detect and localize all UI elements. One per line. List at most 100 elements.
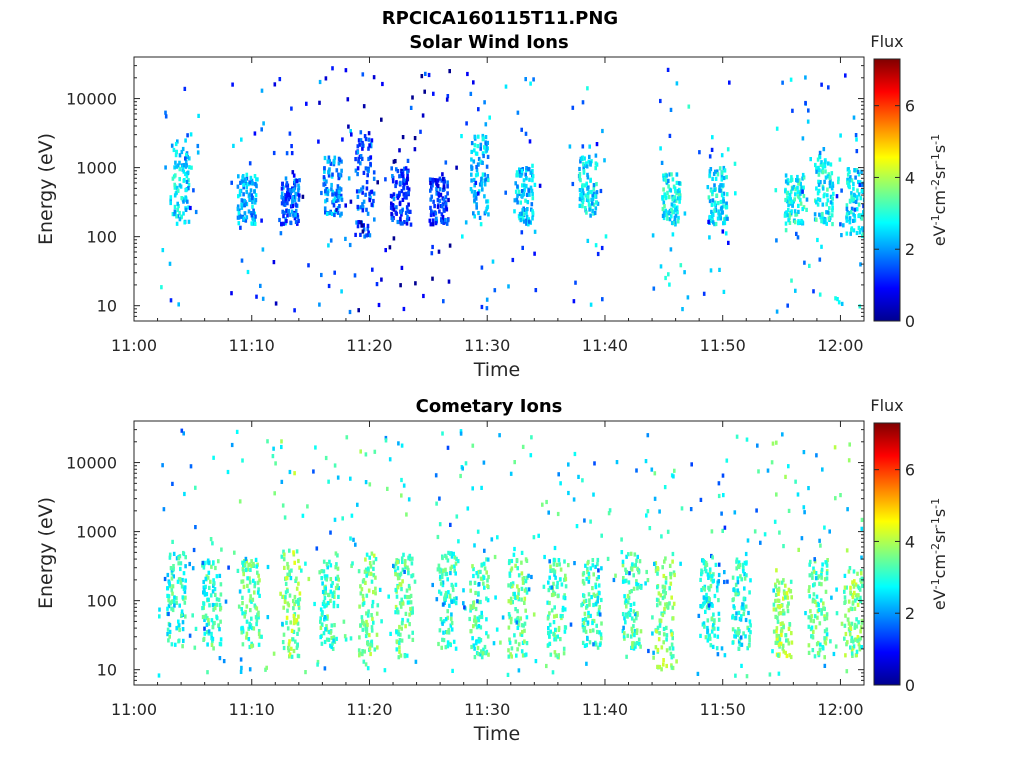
flux-cell — [181, 644, 184, 649]
flux-cell — [369, 142, 373, 147]
flux-cell — [813, 559, 817, 564]
flux-cell — [157, 673, 161, 678]
flux-cell — [665, 173, 668, 178]
flux-cell — [856, 602, 860, 607]
flux-cell — [177, 623, 181, 628]
flux-cell — [819, 180, 822, 185]
flux-cell — [843, 585, 847, 590]
flux-cell — [483, 182, 487, 187]
flux-cell — [409, 105, 413, 110]
flux-cell — [742, 605, 745, 610]
flux-cell — [670, 665, 674, 670]
flux-cell — [587, 571, 591, 576]
flux-cell — [860, 526, 864, 531]
flux-cell — [390, 166, 393, 171]
flux-cell — [795, 231, 798, 236]
flux-cell — [365, 619, 368, 625]
flux-cell — [374, 557, 378, 562]
flux-cell — [477, 582, 481, 587]
flux-cell — [322, 569, 326, 574]
flux-cell — [756, 443, 759, 448]
flux-cell — [246, 583, 249, 588]
flux-cell — [361, 649, 364, 654]
flux-cell — [801, 172, 805, 178]
flux-cell — [837, 300, 841, 305]
flux-cell — [776, 604, 780, 609]
flux-cell — [356, 502, 359, 507]
flux-cell — [675, 659, 678, 664]
flux-cell — [804, 611, 807, 616]
flux-cell — [722, 165, 726, 171]
flux-cell — [748, 634, 751, 639]
flux-cell — [525, 575, 529, 580]
flux-cell — [722, 199, 725, 204]
flux-cell — [552, 632, 555, 637]
flux-cell — [167, 638, 170, 643]
flux-cell — [429, 188, 432, 193]
flux-cell — [508, 571, 512, 576]
flux-cell — [563, 559, 566, 564]
flux-cell — [595, 182, 598, 187]
flux-cell — [380, 117, 383, 122]
flux-cell — [661, 196, 664, 201]
flux-cell — [365, 233, 368, 238]
flux-cell — [354, 232, 357, 237]
flux-cell — [711, 198, 715, 203]
flux-cell — [442, 185, 446, 190]
flux-cell — [810, 571, 814, 576]
flux-cell — [531, 163, 534, 168]
flux-cell — [192, 188, 195, 193]
flux-cell — [624, 613, 628, 618]
flux-cell — [520, 571, 524, 576]
flux-cell — [662, 658, 665, 663]
flux-cell — [479, 569, 482, 574]
flux-cell — [507, 625, 511, 630]
flux-cell — [395, 630, 398, 635]
flux-cell — [337, 194, 341, 199]
flux-cell — [843, 623, 847, 628]
flux-cell — [724, 231, 728, 236]
flux-cell — [242, 572, 245, 577]
flux-cell — [840, 621, 844, 626]
flux-cell — [405, 217, 409, 222]
flux-cell — [783, 213, 787, 218]
flux-cell — [260, 88, 264, 93]
flux-cell — [524, 198, 527, 203]
flux-cell — [517, 618, 521, 623]
flux-cell — [663, 204, 666, 209]
flux-cell — [811, 599, 815, 604]
flux-cell — [163, 576, 167, 582]
flux-cell — [817, 607, 821, 612]
flux-cell — [594, 640, 597, 645]
flux-cell — [436, 534, 440, 540]
flux-cell — [591, 558, 595, 563]
flux-cell — [242, 192, 245, 197]
flux-cell — [821, 211, 824, 217]
flux-cell — [453, 568, 456, 573]
flux-cell — [240, 630, 244, 635]
flux-cell — [362, 104, 366, 109]
flux-cell — [321, 581, 324, 586]
flux-cell — [439, 581, 443, 586]
flux-cell — [336, 574, 340, 579]
flux-cell — [384, 438, 388, 443]
flux-cell — [391, 179, 395, 184]
flux-cell — [158, 614, 161, 619]
flux-cell — [407, 583, 411, 589]
flux-cell — [183, 220, 186, 225]
flux-cell — [716, 216, 720, 221]
flux-cell — [189, 205, 192, 211]
flux-cell — [325, 211, 329, 216]
flux-cell — [529, 185, 533, 190]
flux-cell — [445, 221, 449, 226]
flux-cell — [365, 611, 368, 616]
flux-cell — [288, 187, 292, 193]
flux-cell — [485, 148, 489, 153]
flux-cell — [401, 567, 405, 572]
panel-title: Cometary Ions — [416, 396, 563, 417]
flux-cell — [287, 192, 290, 198]
flux-cell — [241, 579, 245, 584]
flux-cell — [293, 308, 296, 313]
flux-cell — [436, 198, 440, 203]
flux-cell — [331, 594, 334, 599]
